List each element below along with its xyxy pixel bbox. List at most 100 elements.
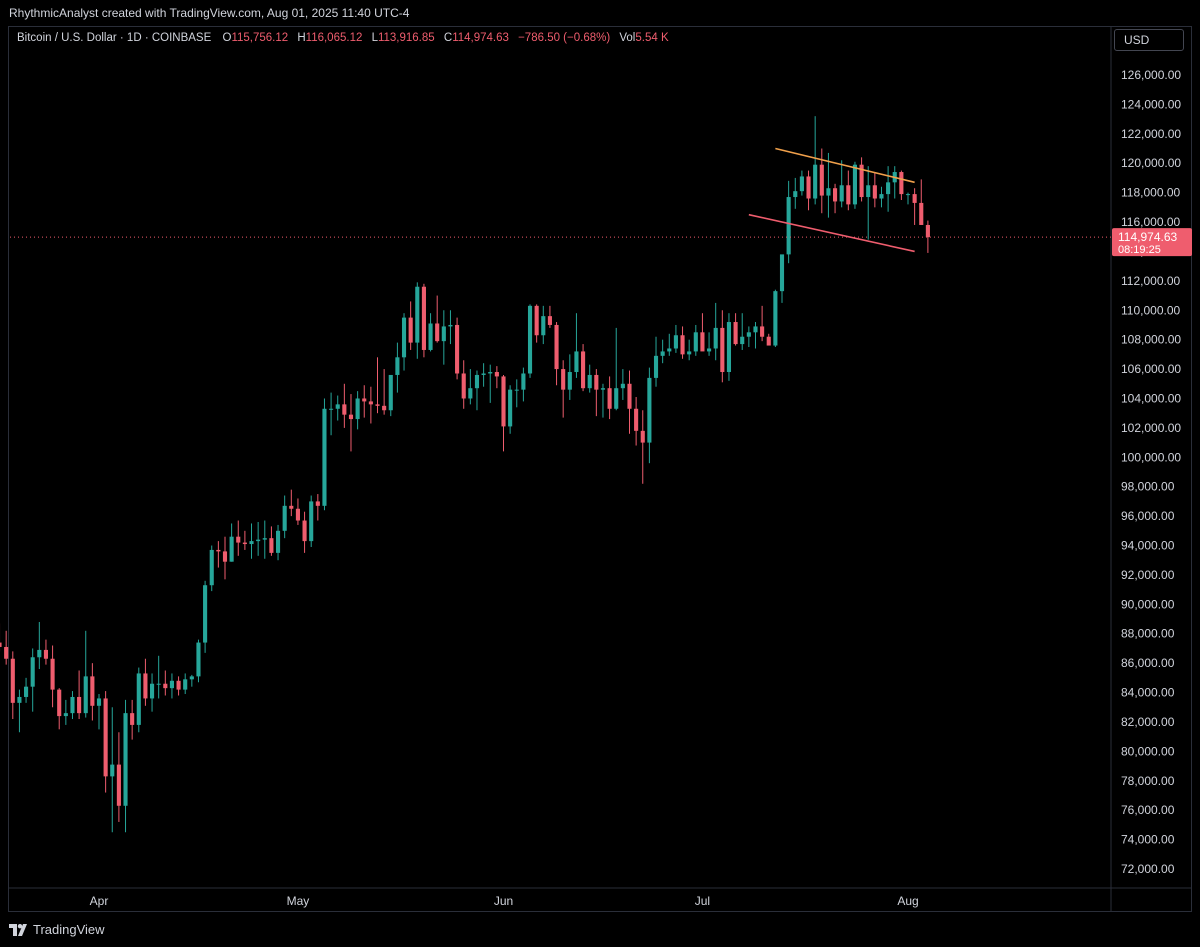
y-tick-label: 116,000.00: [1121, 215, 1180, 229]
y-tick-label: 118,000.00: [1121, 186, 1180, 200]
candle-body: [388, 374, 393, 411]
candle-body: [766, 336, 771, 346]
candle-body: [275, 530, 281, 553]
candle-body: [428, 323, 433, 350]
candle-body: [362, 398, 367, 402]
candle-body: [17, 696, 22, 703]
candle-body: [620, 383, 625, 389]
candle-body: [203, 585, 208, 643]
candle-body: [222, 551, 228, 562]
candle-body: [262, 538, 267, 540]
candle-body: [687, 351, 692, 355]
candle-body: [594, 374, 599, 390]
candle-body: [149, 683, 155, 699]
candle-body: [833, 188, 838, 202]
currency-button[interactable]: USD: [1114, 29, 1184, 51]
chart-frame[interactable]: [8, 26, 1192, 912]
trendline-lower: [748, 213, 915, 253]
y-tick-label: 120,000.00: [1121, 156, 1181, 170]
candle-body: [653, 355, 659, 378]
candle-body: [912, 194, 917, 203]
candle-body: [474, 374, 480, 389]
y-tick-label: 86,000.00: [1121, 656, 1175, 670]
y-axis[interactable]: 126,000.00 124,000.00 122,000.00 120,000.00…: [1121, 68, 1181, 876]
candle-body: [382, 405, 387, 411]
candle-body: [826, 188, 831, 196]
candle-body: [455, 324, 460, 374]
y-tick-label: 102,000.00: [1121, 421, 1181, 435]
candle-body: [925, 224, 930, 238]
high-label: H: [297, 32, 306, 44]
candle-body: [256, 539, 261, 542]
x-tick-label: Aug: [897, 894, 918, 908]
candle-body: [541, 316, 546, 336]
candle-body: [441, 326, 446, 342]
candle-body: [395, 357, 400, 375]
candle-body: [24, 686, 29, 697]
candle-body: [627, 383, 632, 409]
candle-body: [169, 680, 174, 689]
candle-body: [70, 696, 75, 714]
candle-body: [488, 372, 493, 374]
candle-body: [156, 683, 161, 685]
open-label: O: [222, 32, 232, 44]
candle-body: [819, 164, 824, 196]
tradingview-logo[interactable]: TradingView: [9, 922, 105, 937]
candle-body: [693, 332, 698, 352]
candles-layer: [0, 116, 930, 833]
candle-body: [786, 197, 791, 255]
candle-body: [494, 372, 499, 377]
trendlines-layer: [10, 147, 1111, 253]
candle-body: [879, 194, 884, 199]
price-tag-countdown: 08:19:25: [1118, 244, 1161, 256]
candle-body: [401, 317, 407, 358]
y-tick-label: 110,000.00: [1121, 303, 1180, 317]
candle-body: [793, 191, 798, 198]
candle-body: [289, 505, 294, 509]
candle-body: [216, 549, 221, 552]
candle-body: [295, 508, 300, 521]
candle-body: [30, 657, 35, 687]
candle-body: [554, 324, 559, 370]
x-axis[interactable]: Apr May Jun Jul Aug: [90, 894, 919, 908]
y-tick-label: 124,000.00: [1121, 97, 1181, 111]
change-value: −786.50 (−0.68%): [518, 32, 611, 44]
y-tick-label: 76,000.00: [1121, 803, 1175, 817]
candle-body: [10, 658, 15, 703]
candle-body: [514, 389, 519, 391]
candle-body: [269, 538, 274, 553]
candle-body: [183, 679, 188, 690]
y-tick-label: 112,000.00: [1121, 274, 1180, 288]
y-tick-label: 108,000.00: [1121, 333, 1181, 347]
price-tag-box: [1112, 228, 1192, 257]
candle-body: [315, 501, 320, 506]
candle-body: [587, 374, 592, 389]
x-tick-label: Jul: [695, 894, 710, 908]
candle-body: [680, 335, 685, 355]
candle-body: [461, 373, 466, 399]
candle-body: [468, 388, 473, 399]
y-tick-label: 80,000.00: [1121, 744, 1175, 758]
candle-body: [746, 332, 751, 337]
candle-body: [634, 408, 639, 431]
close-label: C: [443, 32, 453, 44]
candle-body: [899, 172, 904, 195]
candle-body: [707, 348, 712, 352]
candle-body: [846, 185, 851, 205]
low-label: L: [371, 32, 378, 44]
candle-body: [527, 305, 533, 374]
candle-body: [421, 286, 426, 350]
candle-body: [600, 388, 606, 390]
candle-body: [760, 326, 765, 337]
candle-body: [886, 182, 891, 195]
candle-body: [720, 327, 725, 373]
symbol-name[interactable]: Bitcoin / U.S. Dollar · 1D · COINBASE: [17, 32, 212, 44]
candle-body: [189, 676, 194, 680]
candle-body: [561, 369, 566, 390]
candle-body: [481, 373, 486, 375]
y-tick-label: 126,000.00: [1121, 68, 1181, 82]
candle-body: [163, 683, 168, 689]
y-tick-label: 94,000.00: [1121, 539, 1175, 553]
candle-body: [116, 764, 121, 806]
